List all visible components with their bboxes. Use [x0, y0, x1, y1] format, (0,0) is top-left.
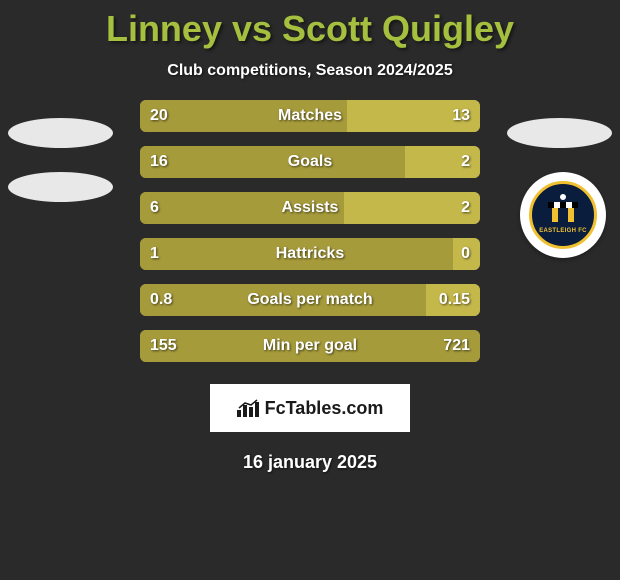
stat-bar: 162Goals: [140, 146, 480, 178]
stat-bar-fill-right: [344, 192, 480, 224]
stat-bars: 2013Matches 162Goals 62Assists 10Hattricks 0…: [140, 100, 480, 362]
stat-bar-fill-left: [140, 238, 453, 270]
fctables-logo: FcTables.com: [210, 384, 410, 432]
stat-bar-fill-left: [140, 284, 426, 316]
club-badge: EASTLEIGH FC: [520, 172, 606, 258]
comparison-title: Linney vs Scott Quigley: [0, 0, 620, 50]
stat-bar-fill-left: [140, 146, 405, 178]
club-badge-inner: EASTLEIGH FC: [529, 181, 597, 249]
infographic-date: 16 january 2025: [0, 452, 620, 473]
comparison-subtitle: Club competitions, Season 2024/2025: [0, 62, 620, 80]
stat-bar: 62Assists: [140, 192, 480, 224]
stat-bar-fill-right: [426, 284, 480, 316]
fctables-logo-text: FcTables.com: [265, 398, 384, 419]
player2-badge-placeholder: [507, 118, 612, 148]
stat-bar-fill-left: [140, 100, 347, 132]
stat-bar-fill-right: [347, 100, 480, 132]
player1-badge-placeholder-2: [8, 172, 113, 202]
player1-badge-placeholder-1: [8, 118, 113, 148]
stat-bar: 0.80.15Goals per match: [140, 284, 480, 316]
stat-bar-fill-left: [140, 192, 344, 224]
stat-bar: 155721Min per goal: [140, 330, 480, 362]
club-badge-text: EASTLEIGH FC: [539, 228, 587, 234]
chart-icon: [237, 399, 259, 417]
stat-bar: 2013Matches: [140, 100, 480, 132]
comparison-content: EASTLEIGH FC 2013Matches 162Goals 62Assist…: [0, 100, 620, 362]
stat-bar: 10Hattricks: [140, 238, 480, 270]
stat-bar-fill-right: [453, 238, 480, 270]
stat-bar-fill-left: [140, 330, 480, 362]
stat-bar-fill-right: [405, 146, 480, 178]
club-crest-icon: [548, 192, 578, 226]
